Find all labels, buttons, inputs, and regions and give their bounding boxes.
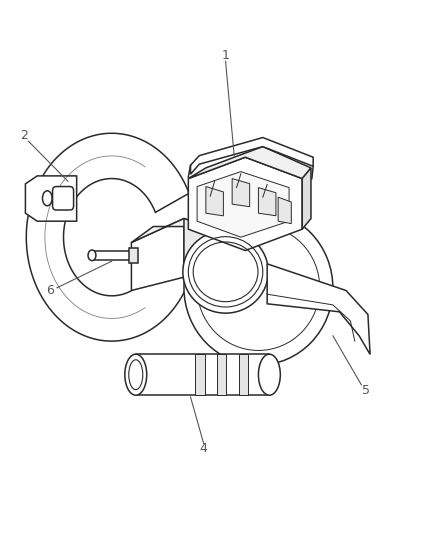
Polygon shape bbox=[217, 354, 226, 395]
Polygon shape bbox=[232, 179, 250, 207]
Text: 4: 4 bbox=[200, 442, 208, 455]
Polygon shape bbox=[278, 197, 291, 224]
Polygon shape bbox=[25, 176, 77, 221]
Text: 6: 6 bbox=[46, 284, 54, 297]
FancyBboxPatch shape bbox=[53, 187, 74, 210]
Polygon shape bbox=[26, 133, 189, 341]
Polygon shape bbox=[195, 354, 205, 395]
Polygon shape bbox=[136, 354, 269, 395]
Ellipse shape bbox=[258, 354, 280, 395]
Polygon shape bbox=[239, 354, 248, 395]
Polygon shape bbox=[302, 168, 311, 229]
Polygon shape bbox=[184, 219, 208, 285]
Polygon shape bbox=[188, 147, 311, 179]
Polygon shape bbox=[191, 138, 313, 174]
Ellipse shape bbox=[129, 360, 143, 390]
Ellipse shape bbox=[88, 250, 96, 261]
Polygon shape bbox=[188, 157, 302, 251]
Text: 2: 2 bbox=[20, 130, 28, 142]
Polygon shape bbox=[206, 187, 223, 216]
Ellipse shape bbox=[125, 354, 147, 395]
Text: 1: 1 bbox=[222, 50, 230, 62]
Ellipse shape bbox=[42, 191, 52, 206]
Polygon shape bbox=[131, 219, 208, 243]
Polygon shape bbox=[267, 264, 370, 354]
Polygon shape bbox=[197, 172, 289, 237]
Polygon shape bbox=[129, 248, 138, 263]
Ellipse shape bbox=[183, 230, 268, 313]
Polygon shape bbox=[92, 251, 131, 260]
Ellipse shape bbox=[184, 211, 333, 365]
Text: 5: 5 bbox=[362, 384, 370, 397]
Polygon shape bbox=[258, 188, 276, 216]
Polygon shape bbox=[131, 219, 184, 290]
